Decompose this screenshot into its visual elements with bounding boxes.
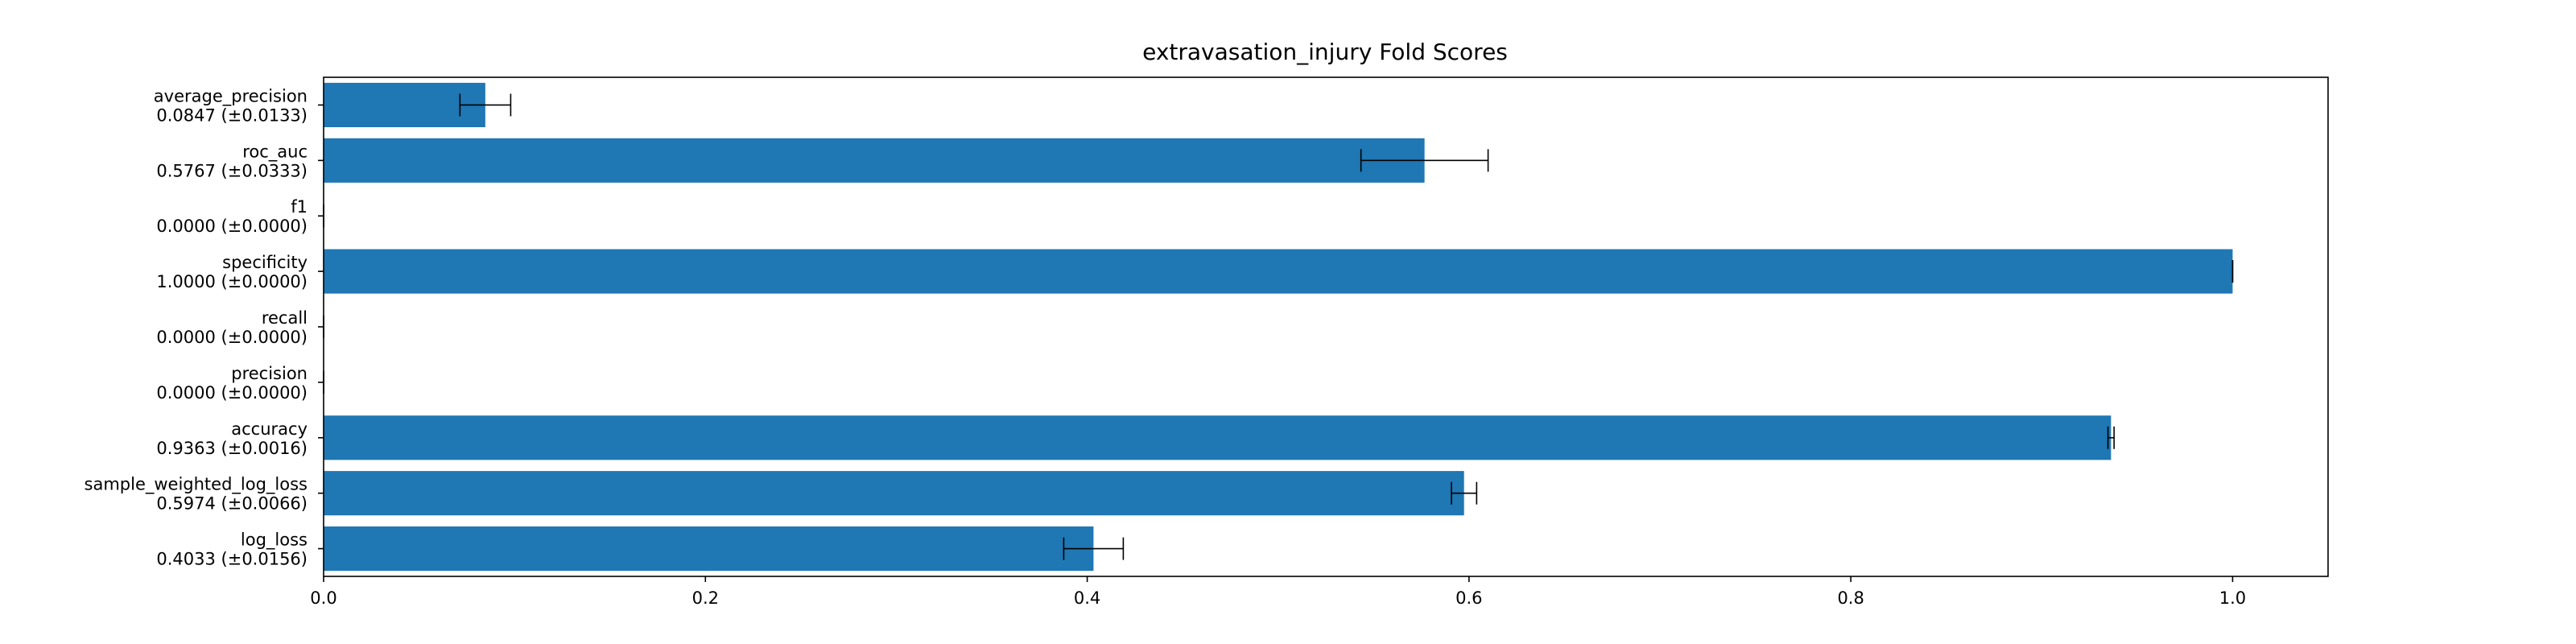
- bar-roc_auc: [324, 138, 1425, 183]
- y-tick-label-log_loss: log_loss 0.4033 (±0.0156): [156, 530, 308, 569]
- x-axis-ticks: 0.0 0.2 0.4 0.6 0.8 1.0: [310, 576, 2246, 608]
- chart-title: extravasation_injury Fold Scores: [1142, 39, 1508, 65]
- x-tick-label: 1.0: [2219, 588, 2246, 608]
- x-tick-label: 0.4: [1074, 588, 1100, 608]
- bar-specificity: [324, 249, 2233, 294]
- y-tick-label-accuracy: accuracy 0.9363 (±0.0016): [156, 419, 308, 458]
- bar-log_loss: [324, 526, 1094, 572]
- error-bar-average_precision: [459, 93, 512, 117]
- y-tick-label-f1: f1 0.0000 (±0.0000): [156, 197, 308, 236]
- bar-sample_weighted_log_loss: [324, 471, 1464, 516]
- bar-average_precision: [324, 82, 485, 127]
- y-tick-label-precision: precision 0.0000 (±0.0000): [156, 364, 308, 402]
- error-bar-log_loss: [1063, 537, 1125, 560]
- y-tick-label-average_precision: average_precision 0.0847 (±0.0133): [154, 86, 308, 125]
- x-tick-label: 0.8: [1837, 588, 1864, 608]
- y-tick-label-recall: recall 0.0000 (±0.0000): [156, 308, 308, 347]
- y-tick-label-sample_weighted_log_loss: sample_weighted_log_loss 0.5974 (±0.0066): [85, 475, 308, 514]
- bar-accuracy: [324, 415, 2112, 460]
- x-tick-label: 0.0: [310, 588, 336, 608]
- bars-group: [324, 82, 2233, 572]
- y-tick-label-specificity: specificity 1.0000 (±0.0000): [156, 253, 308, 291]
- error-bar-roc_auc: [1360, 149, 1489, 172]
- plot-area-frame: [323, 76, 2329, 577]
- error-bar-sample_weighted_log_loss: [1451, 481, 1478, 505]
- y-tick-label-roc_auc: roc_auc 0.5767 (±0.0333): [156, 142, 308, 180]
- y-axis-ticks: log_loss 0.4033 (±0.0156) sample_weighted_…: [85, 86, 324, 569]
- error-bar-accuracy: [2107, 426, 2115, 449]
- x-tick-label: 0.6: [1455, 588, 1482, 608]
- x-tick-label: 0.2: [692, 588, 719, 608]
